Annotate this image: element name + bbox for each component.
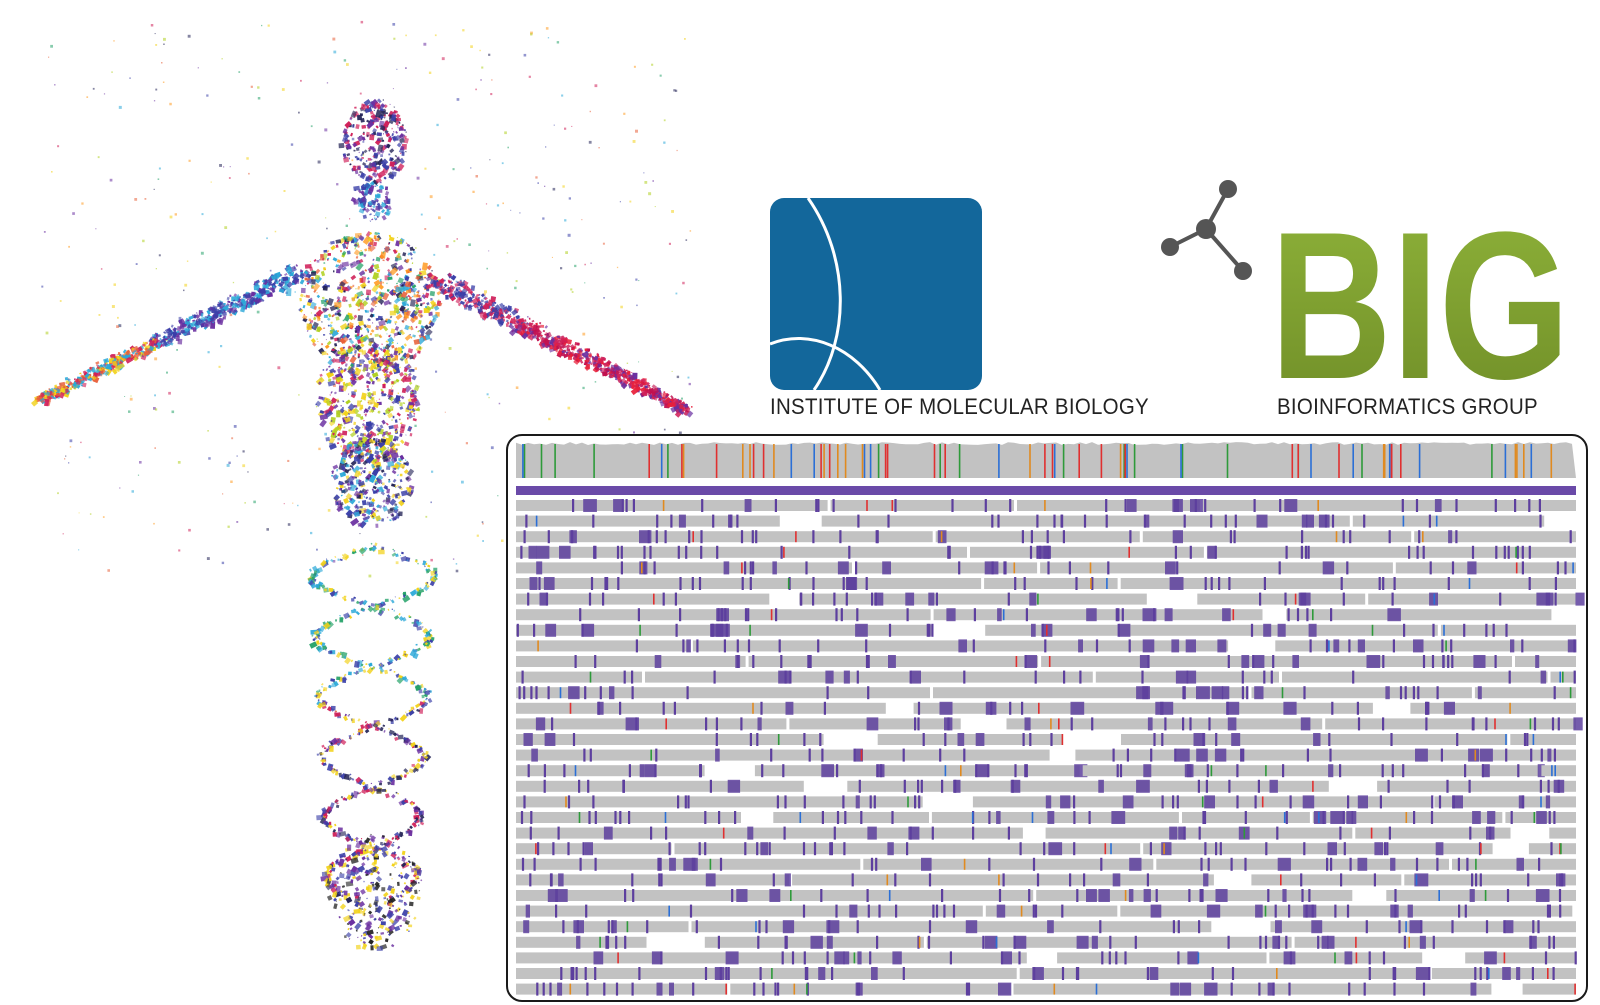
imb-caption: INSTITUTE OF MOLECULAR BIOLOGY — [770, 394, 1149, 419]
imb-arc-logo-icon — [770, 198, 982, 390]
human-dna-particle-illustration — [31, 20, 699, 952]
molecule-icon — [1161, 180, 1252, 280]
genome-read-alignment-viewer — [506, 434, 1588, 1002]
svg-text:BIG: BIG — [1270, 206, 1570, 386]
big-wordmark: BIG — [1270, 206, 1570, 386]
big-caption: BIOINFORMATICS GROUP — [1277, 394, 1538, 419]
